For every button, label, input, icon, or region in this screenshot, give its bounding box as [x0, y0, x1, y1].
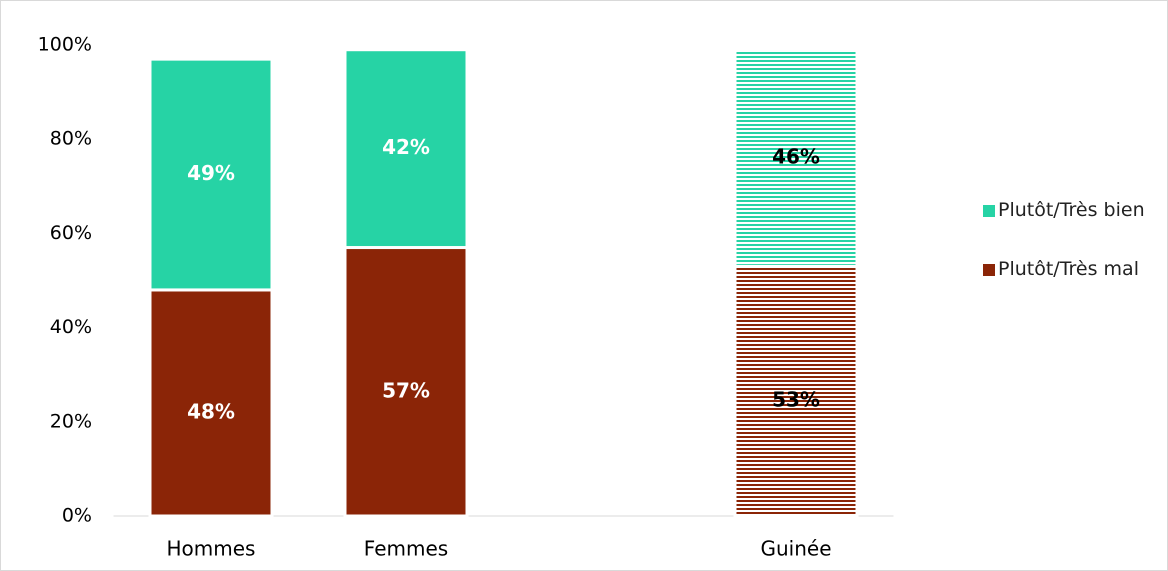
bar-segment	[148, 288, 274, 518]
bar-segment	[343, 48, 469, 250]
y-tick-label: 20%	[50, 410, 92, 432]
value-label: 42%	[382, 135, 430, 159]
y-tick-label: 100%	[38, 34, 92, 56]
legend-label: Plutôt/Très bien	[998, 199, 1145, 221]
y-tick-label: 80%	[50, 128, 92, 150]
y-tick-label: 60%	[50, 222, 92, 244]
y-tick-label: 0%	[62, 505, 92, 527]
value-label: 48%	[187, 399, 235, 423]
bar-segment	[733, 48, 859, 268]
legend-swatch	[983, 264, 995, 276]
legend: Plutôt/Très bien Plutôt/Très mal	[983, 196, 1153, 314]
x-tick-label: Femmes	[364, 537, 448, 561]
legend-swatch	[983, 205, 995, 217]
bar-segment	[733, 264, 859, 518]
bar-segment	[148, 57, 274, 292]
bar-segment	[343, 246, 469, 518]
legend-item: Plutôt/Très mal	[983, 255, 1153, 284]
value-label: 57%	[382, 378, 430, 402]
value-label: 53%	[772, 388, 820, 412]
x-tick-label: Hommes	[167, 537, 256, 561]
y-tick-label: 40%	[50, 316, 92, 338]
legend-label: Plutôt/Très mal	[998, 258, 1139, 280]
value-label: 49%	[187, 161, 235, 185]
x-tick-label: Guinée	[760, 537, 831, 561]
legend-item: Plutôt/Très bien	[983, 196, 1153, 225]
value-label: 46%	[772, 145, 820, 169]
